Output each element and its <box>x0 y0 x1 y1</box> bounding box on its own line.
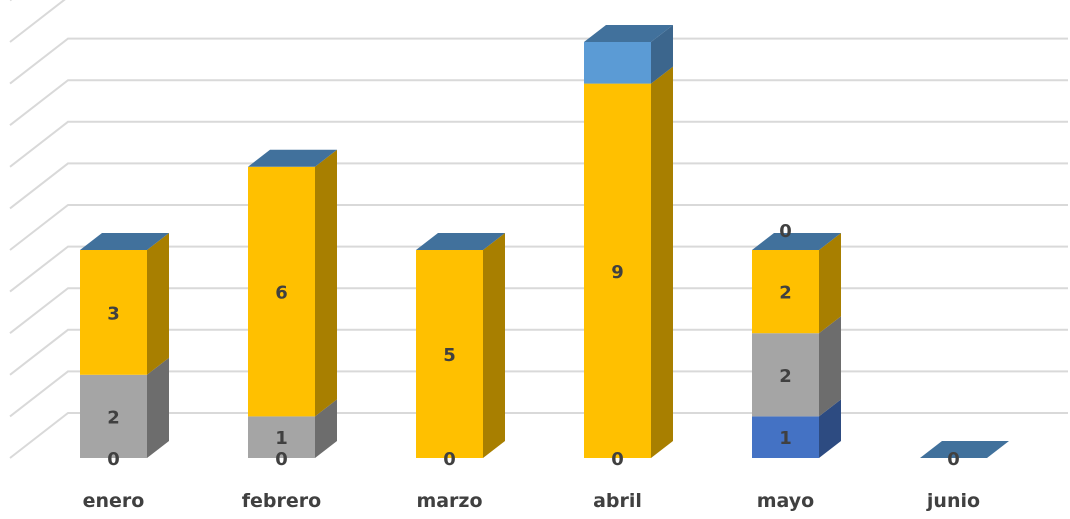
gridline <box>10 80 1068 125</box>
x-tick-label: abril <box>593 490 642 512</box>
data-label: 2 <box>779 366 792 387</box>
data-label: 1 <box>779 428 792 449</box>
bar-stack-marzo <box>416 233 505 458</box>
bar-segment <box>248 150 337 417</box>
bar-stack-mayo <box>752 233 841 458</box>
gridline <box>10 122 1068 167</box>
gridline <box>10 163 1068 208</box>
bar-segment <box>416 233 505 458</box>
data-label: 0 <box>107 449 120 470</box>
bar-segment <box>584 67 673 458</box>
bar-stack-abril <box>584 25 673 458</box>
data-label: 6 <box>275 283 288 304</box>
bar-stack-febrero <box>248 150 337 458</box>
data-label: 2 <box>107 407 120 428</box>
data-label: 3 <box>107 303 120 324</box>
bar-stack-enero <box>80 233 169 458</box>
x-tick-label: marzo <box>416 490 482 512</box>
data-label: 0 <box>275 449 288 470</box>
x-axis: enero febrero marzo abril mayo junio <box>83 490 980 512</box>
data-label: 0 <box>779 221 792 242</box>
data-label: 2 <box>779 283 792 304</box>
data-label: 5 <box>443 345 456 366</box>
data-label: 9 <box>611 262 624 283</box>
x-tick-label: junio <box>926 490 980 512</box>
data-label: 0 <box>947 449 960 470</box>
data-label: 1 <box>275 428 288 449</box>
bar-segment <box>80 233 169 375</box>
bar-top-face <box>920 441 1009 458</box>
bar-stack-junio <box>920 441 1009 458</box>
x-tick-label: enero <box>83 490 145 512</box>
x-tick-label: febrero <box>242 490 321 512</box>
bars <box>80 25 1009 458</box>
data-label: 0 <box>611 449 624 470</box>
x-tick-label: mayo <box>757 490 814 512</box>
gridline <box>10 0 1068 42</box>
gridline <box>10 39 1068 84</box>
data-label: 0 <box>443 449 456 470</box>
